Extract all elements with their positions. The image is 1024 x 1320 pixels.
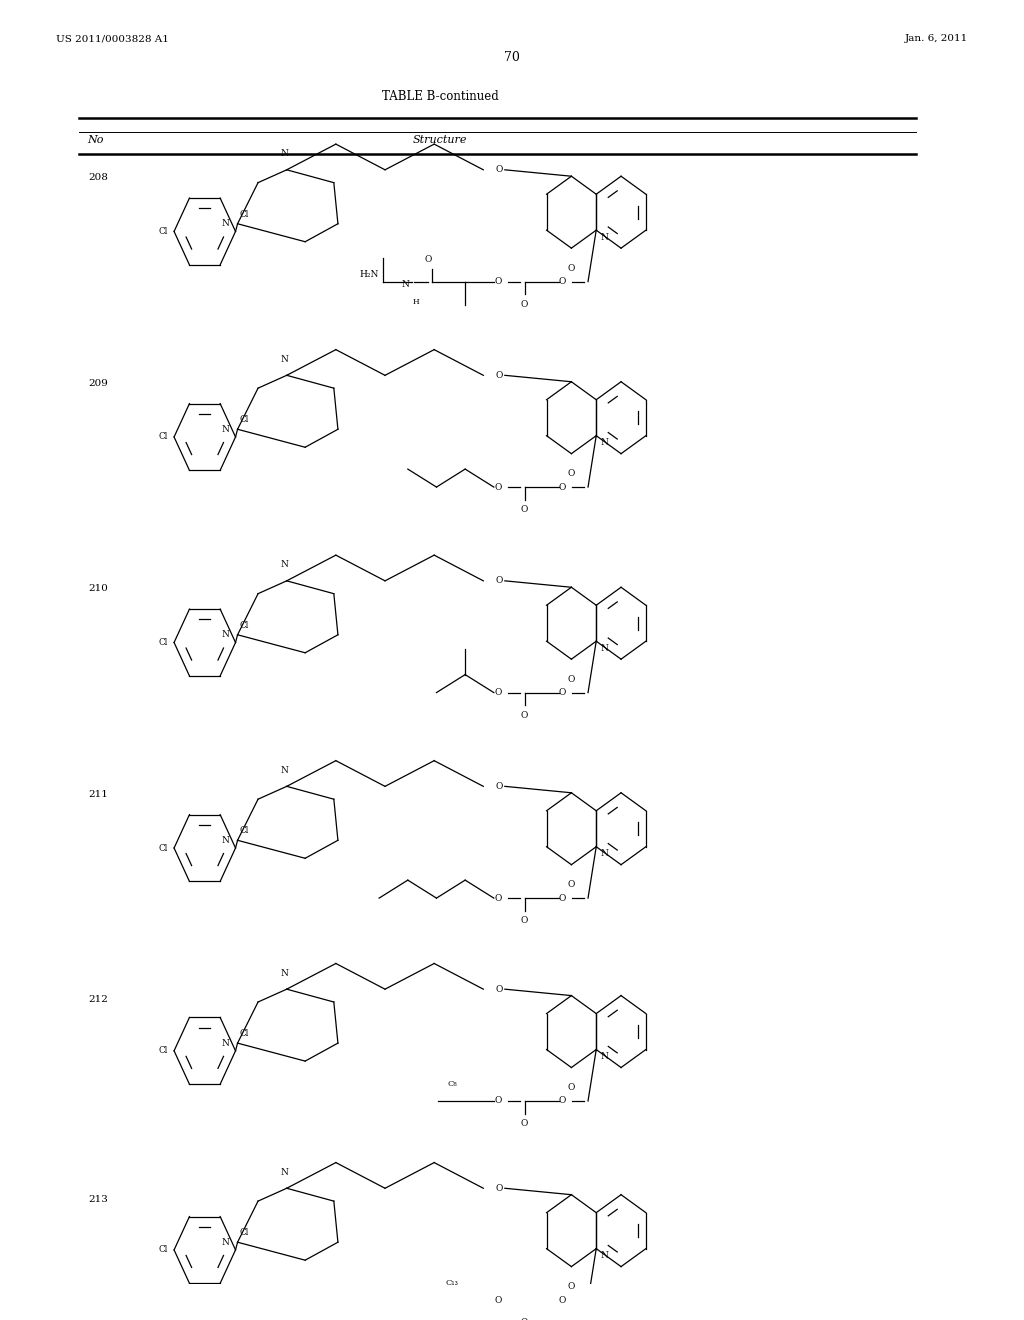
Text: N: N: [281, 149, 289, 158]
Text: O: O: [558, 1097, 565, 1105]
Text: N: N: [600, 438, 608, 447]
Text: O: O: [558, 688, 565, 697]
Text: N: N: [281, 560, 289, 569]
Text: 209: 209: [88, 379, 108, 388]
Text: O: O: [521, 1317, 528, 1320]
Text: N: N: [221, 425, 229, 434]
Text: N: N: [281, 969, 289, 978]
Text: N: N: [600, 849, 608, 858]
Text: N: N: [600, 644, 608, 653]
Text: O: O: [495, 483, 502, 491]
Text: Cl: Cl: [159, 843, 168, 853]
Text: TABLE B-continued: TABLE B-continued: [382, 90, 499, 103]
Text: 212: 212: [88, 995, 108, 1005]
Text: N: N: [221, 630, 229, 639]
Text: O: O: [567, 1082, 575, 1092]
Text: N: N: [221, 1238, 229, 1246]
Text: US 2011/0003828 A1: US 2011/0003828 A1: [56, 34, 169, 44]
Text: Cl: Cl: [159, 1245, 168, 1254]
Text: N: N: [221, 219, 229, 228]
Text: C₈: C₈: [447, 1080, 458, 1088]
Text: O: O: [496, 781, 503, 791]
Text: C₁₃: C₁₃: [445, 1279, 459, 1287]
Text: O: O: [521, 916, 528, 925]
Text: O: O: [567, 1282, 575, 1291]
Text: Cl: Cl: [240, 414, 249, 424]
Text: O: O: [495, 1295, 502, 1304]
Text: O: O: [425, 255, 432, 264]
Text: Cl: Cl: [159, 638, 168, 647]
Text: N: N: [221, 836, 229, 845]
Text: O: O: [495, 1097, 502, 1105]
Text: 70: 70: [504, 51, 520, 65]
Text: O: O: [567, 469, 575, 478]
Text: Cl: Cl: [240, 826, 249, 836]
Text: O: O: [495, 894, 502, 903]
Text: N: N: [281, 355, 289, 364]
Text: Cl: Cl: [240, 1228, 249, 1237]
Text: O: O: [521, 300, 528, 309]
Text: O: O: [558, 483, 565, 491]
Text: O: O: [521, 710, 528, 719]
Text: N: N: [221, 1039, 229, 1048]
Text: 213: 213: [88, 1195, 108, 1204]
Text: Cl: Cl: [240, 620, 249, 630]
Text: Cl: Cl: [240, 1030, 249, 1038]
Text: 211: 211: [88, 789, 108, 799]
Text: O: O: [558, 1295, 565, 1304]
Text: O: O: [567, 880, 575, 890]
Text: Cl: Cl: [159, 227, 168, 236]
Text: 208: 208: [88, 173, 108, 182]
Text: H: H: [413, 298, 419, 306]
Text: O: O: [558, 894, 565, 903]
Text: O: O: [567, 675, 575, 684]
Text: O: O: [521, 1119, 528, 1127]
Text: O: O: [495, 688, 502, 697]
Text: N: N: [600, 232, 608, 242]
Text: O: O: [496, 577, 503, 585]
Text: O: O: [496, 165, 503, 174]
Text: O: O: [496, 1184, 503, 1193]
Text: O: O: [496, 371, 503, 380]
Text: O: O: [558, 277, 565, 286]
Text: N: N: [402, 280, 410, 289]
Text: Cl: Cl: [159, 1047, 168, 1055]
Text: Cl: Cl: [159, 433, 168, 441]
Text: N: N: [600, 1251, 608, 1261]
Text: 210: 210: [88, 585, 108, 594]
Text: O: O: [495, 277, 502, 286]
Text: O: O: [496, 985, 503, 994]
Text: Structure: Structure: [413, 135, 468, 145]
Text: O: O: [521, 506, 528, 513]
Text: O: O: [567, 264, 575, 272]
Text: H₂N: H₂N: [359, 271, 379, 279]
Text: N: N: [281, 1168, 289, 1176]
Text: No: No: [87, 135, 103, 145]
Text: Jan. 6, 2011: Jan. 6, 2011: [904, 34, 968, 44]
Text: N: N: [281, 766, 289, 775]
Text: Cl: Cl: [240, 210, 249, 219]
Text: N: N: [600, 1052, 608, 1061]
